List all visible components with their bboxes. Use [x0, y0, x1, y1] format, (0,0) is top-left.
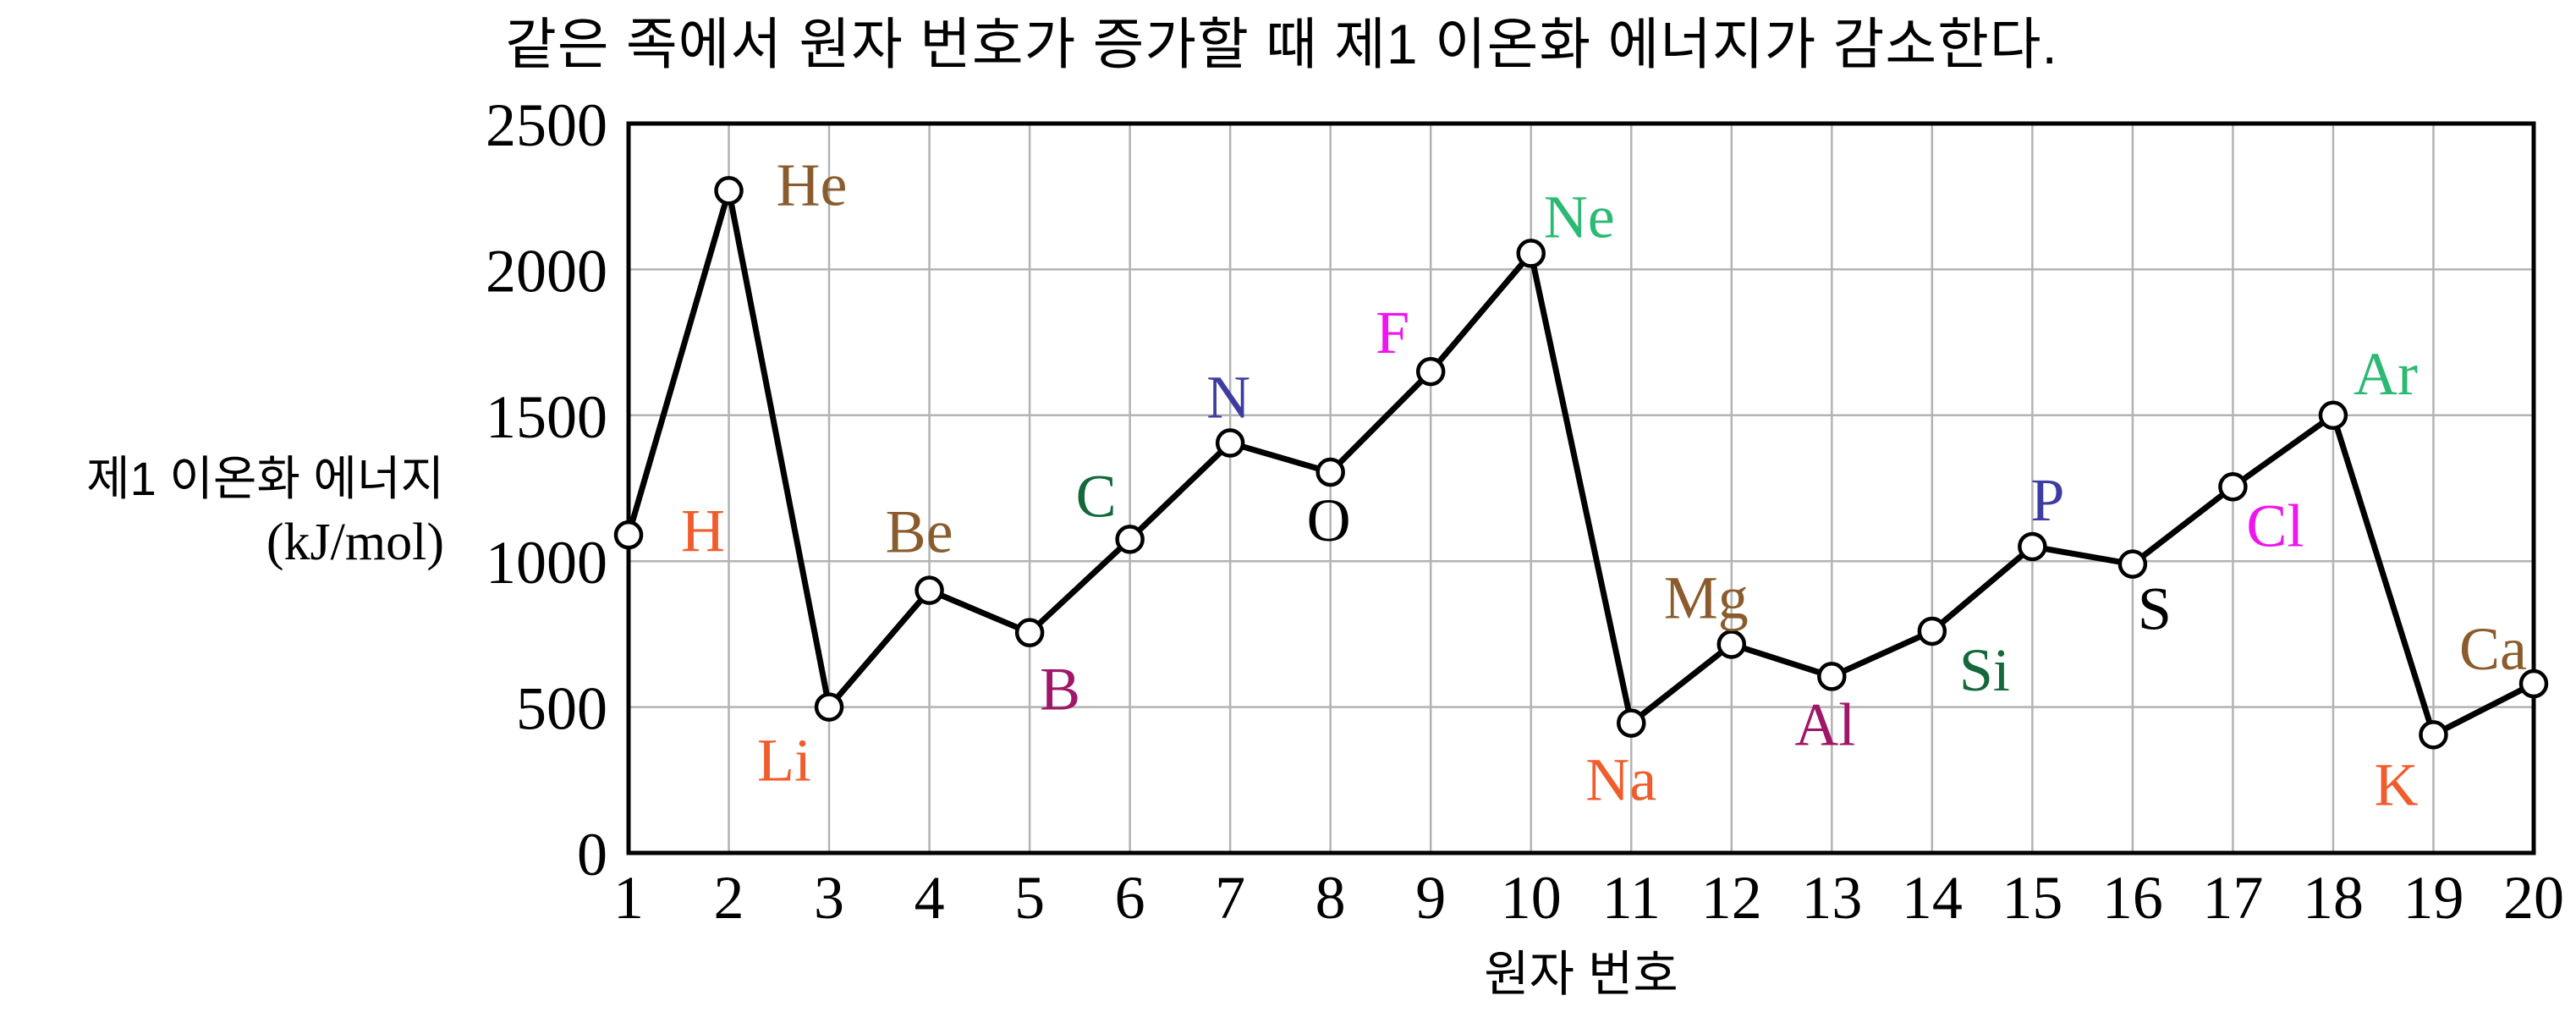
element-label-Ar: Ar — [2354, 340, 2418, 408]
x-tick-label-2: 2 — [714, 864, 744, 932]
element-label-Ne: Ne — [1544, 183, 1615, 250]
data-point-C — [1115, 525, 1145, 554]
x-axis-label: 원자 번호 — [1484, 947, 1678, 1002]
x-tick-label-12: 12 — [1701, 864, 1762, 932]
x-tick-label-9: 9 — [1415, 864, 1446, 932]
data-point-K — [2419, 720, 2448, 750]
data-point-Cl — [2218, 472, 2248, 502]
y-tick-label-500: 500 — [516, 675, 607, 743]
x-tick-label-11: 11 — [1602, 864, 1661, 932]
x-tick-label-1: 1 — [613, 864, 644, 932]
element-label-Cl: Cl — [2246, 492, 2304, 559]
element-label-P: P — [2030, 466, 2064, 534]
element-label-C: C — [1076, 462, 1117, 530]
element-label-B: B — [1040, 656, 1080, 723]
data-point-Si — [1917, 616, 1947, 646]
ionization-energy-line — [625, 190, 2535, 740]
x-tick-label-17: 17 — [2202, 864, 2263, 932]
element-label-H: H — [681, 497, 725, 564]
element-label-Be: Be — [886, 498, 953, 566]
element-label-F: F — [1376, 299, 1409, 366]
element-label-He: He — [777, 151, 848, 218]
x-tick-label-14: 14 — [1902, 864, 1963, 932]
y-tick-label-1500: 1500 — [486, 383, 607, 451]
data-point-Mg — [1716, 630, 1747, 659]
x-tick-label-18: 18 — [2303, 864, 2364, 932]
y-tick-label-2000: 2000 — [486, 237, 607, 305]
x-tick-label-15: 15 — [2002, 864, 2062, 932]
x-tick-label-10: 10 — [1501, 864, 1562, 932]
x-tick-label-20: 20 — [2503, 864, 2564, 932]
element-label-Ca: Ca — [2459, 615, 2527, 683]
element-label-Si: Si — [1959, 636, 2010, 704]
data-point-F — [1415, 356, 1446, 387]
y-axis-unit: (kJ/mol) — [266, 514, 444, 571]
x-tick-label-6: 6 — [1115, 864, 1145, 932]
x-tick-label-19: 19 — [2403, 864, 2463, 932]
data-point-Ne — [1516, 239, 1546, 268]
data-point-Li — [814, 692, 844, 722]
y-axis-label-text: 제1 이온화 에너지 — [86, 452, 444, 505]
x-tick-label-3: 3 — [814, 864, 844, 932]
x-tick-label-16: 16 — [2102, 864, 2163, 932]
element-label-Li: Li — [757, 727, 811, 795]
element-label-N: N — [1206, 364, 1250, 432]
element-label-Mg: Mg — [1664, 564, 1749, 631]
y-tick-label-2500: 2500 — [486, 91, 607, 159]
element-label-Na: Na — [1585, 746, 1656, 814]
data-point-He — [714, 176, 744, 206]
element-label-S: S — [2138, 575, 2172, 643]
y-tick-label-1000: 1000 — [486, 529, 607, 597]
data-point-Na — [1617, 708, 1646, 738]
x-tick-label-13: 13 — [1801, 864, 1862, 932]
data-point-O — [1315, 457, 1345, 487]
x-tick-label-8: 8 — [1315, 864, 1346, 932]
data-point-H — [613, 520, 644, 550]
data-point-Be — [915, 575, 944, 605]
plot-border — [626, 121, 2536, 855]
data-point-Ca — [2518, 668, 2549, 699]
data-point-B — [1014, 618, 1045, 647]
x-tick-label-4: 4 — [915, 864, 945, 932]
x-tick-label-7: 7 — [1215, 864, 1245, 932]
x-tick-label-5: 5 — [1014, 864, 1045, 932]
data-point-P — [2018, 531, 2047, 562]
data-point-N — [1215, 428, 1245, 458]
y-axis-label: 제1 이온화 에너지 (kJ/mol) — [0, 455, 444, 569]
data-point-Al — [1817, 662, 1847, 691]
element-label-O: O — [1307, 487, 1351, 554]
data-point-S — [2117, 549, 2148, 579]
element-label-K: K — [2374, 751, 2418, 818]
chart-title: 같은 족에서 원자 번호가 증가할 때 제1 이온화 에너지가 감소한다. — [505, 13, 2058, 75]
y-tick-label-0: 0 — [577, 821, 607, 888]
element-label-Al: Al — [1794, 690, 1855, 758]
data-point-Ar — [2318, 400, 2348, 431]
